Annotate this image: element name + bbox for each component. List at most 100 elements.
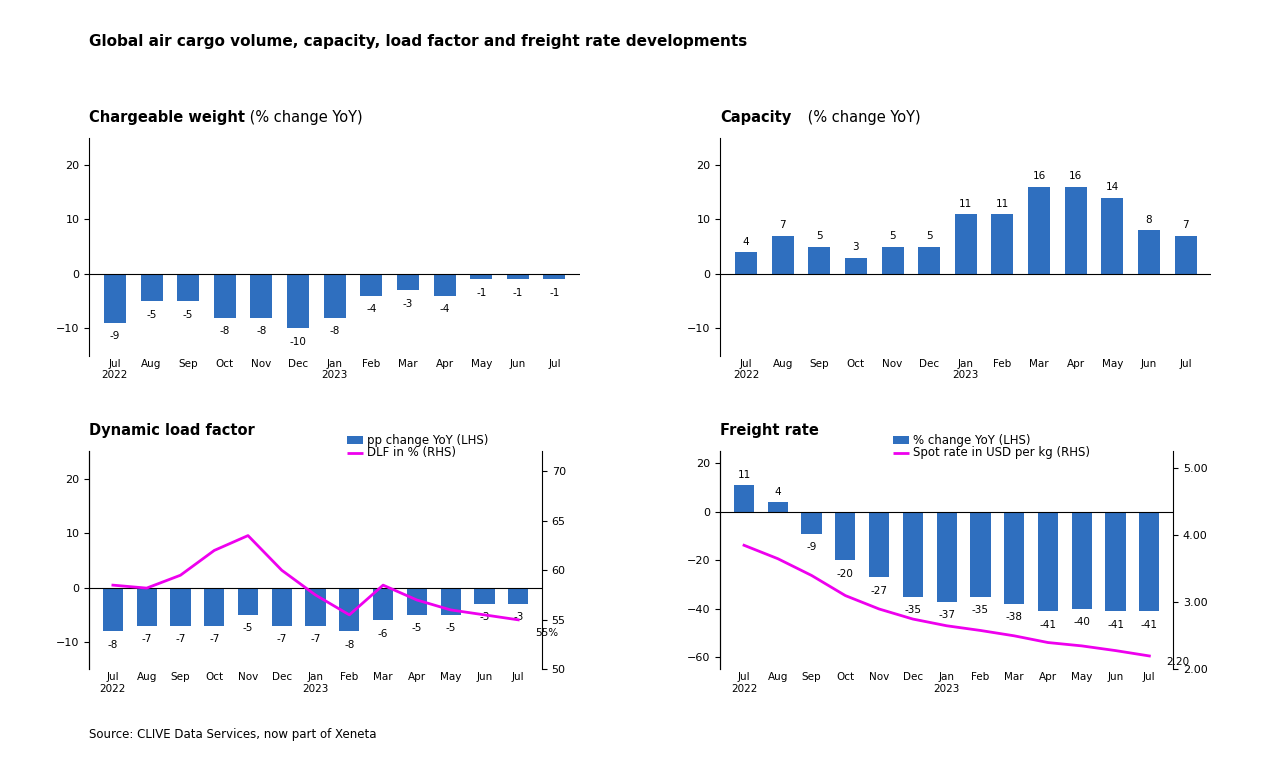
Text: Source: CLIVE Data Services, now part of Xeneta: Source: CLIVE Data Services, now part of… [89, 728, 376, 741]
Text: -4: -4 [366, 304, 376, 314]
Bar [136, 588, 157, 626]
Bar [870, 512, 889, 578]
Text: % change YoY (LHS): % change YoY (LHS) [913, 435, 1030, 447]
Text: -5: -5 [184, 310, 194, 320]
Bar [1005, 512, 1024, 604]
Text: -3: -3 [403, 298, 413, 308]
Bar [103, 588, 122, 631]
Text: 4: 4 [774, 487, 782, 496]
Text: -9: -9 [110, 331, 120, 341]
Bar [771, 236, 793, 274]
Text: 7: 7 [779, 220, 785, 230]
Bar [835, 512, 856, 560]
Bar [204, 588, 224, 626]
Bar [306, 588, 325, 626]
Text: -5: -5 [147, 310, 157, 320]
Text: 3: 3 [853, 243, 859, 252]
Bar [1140, 512, 1159, 611]
Text: -41: -41 [1039, 620, 1057, 630]
Bar [955, 214, 977, 274]
Bar [734, 252, 757, 274]
Text: -41: -41 [1141, 620, 1158, 630]
Text: Spot rate in USD per kg (RHS): Spot rate in USD per kg (RHS) [913, 447, 1090, 459]
Bar [171, 588, 190, 626]
Text: -8: -8 [107, 640, 119, 649]
Text: (% change YoY): (% change YoY) [245, 110, 362, 125]
Text: -38: -38 [1006, 612, 1023, 622]
Text: Dynamic load factor: Dynamic load factor [89, 422, 255, 438]
Text: 2.20: 2.20 [1167, 657, 1190, 667]
Bar [768, 503, 788, 512]
Text: 11: 11 [959, 199, 973, 209]
Text: -5: -5 [445, 623, 456, 633]
Text: -10: -10 [289, 337, 306, 347]
Bar [918, 246, 940, 274]
Text: -7: -7 [142, 634, 152, 644]
Bar [374, 588, 393, 620]
Text: 11: 11 [737, 470, 751, 480]
Text: pp change YoY (LHS): pp change YoY (LHS) [367, 435, 488, 447]
Text: -5: -5 [242, 623, 254, 633]
Text: -9: -9 [806, 542, 817, 552]
Bar [1038, 512, 1058, 611]
Text: -41: -41 [1107, 620, 1125, 630]
Text: -3: -3 [513, 612, 524, 622]
Text: 5: 5 [816, 231, 822, 241]
Bar [802, 512, 821, 534]
Bar [1139, 230, 1160, 274]
Bar [937, 512, 956, 601]
Bar [970, 512, 991, 597]
Text: 55%: 55% [536, 628, 558, 638]
Text: 5: 5 [926, 231, 932, 241]
Bar [808, 246, 830, 274]
Bar [434, 274, 455, 296]
Text: 7: 7 [1182, 220, 1188, 230]
Bar [1102, 197, 1123, 274]
Bar [992, 214, 1014, 274]
Bar [1105, 512, 1126, 611]
Bar [1065, 187, 1086, 274]
Text: -27: -27 [871, 585, 887, 596]
Bar [103, 274, 126, 323]
Bar [324, 274, 346, 317]
Bar [238, 588, 258, 615]
Bar [903, 512, 923, 597]
Bar [470, 274, 492, 279]
Text: -8: -8 [344, 640, 354, 649]
Text: -7: -7 [209, 634, 219, 644]
Bar [272, 588, 292, 626]
Bar [734, 485, 754, 512]
Bar [543, 274, 566, 279]
Text: -3: -3 [479, 612, 490, 622]
Text: -37: -37 [938, 610, 955, 620]
Bar [1072, 512, 1091, 609]
Bar [407, 588, 427, 615]
Bar [214, 274, 236, 317]
Bar [287, 274, 309, 328]
Text: Global air cargo volume, capacity, load factor and freight rate developments: Global air cargo volume, capacity, load … [89, 34, 747, 50]
Text: DLF in % (RHS): DLF in % (RHS) [367, 447, 456, 459]
Text: -40: -40 [1074, 617, 1090, 627]
Bar [339, 588, 360, 631]
Bar [441, 588, 460, 615]
Text: Capacity: Capacity [720, 110, 792, 125]
Text: 16: 16 [1068, 171, 1082, 181]
Bar [250, 274, 273, 317]
Text: -35: -35 [972, 605, 989, 615]
Text: 14: 14 [1105, 182, 1119, 192]
Bar [361, 274, 382, 296]
Text: -4: -4 [440, 304, 450, 314]
Text: -35: -35 [904, 605, 922, 615]
Text: -1: -1 [550, 288, 560, 298]
Bar [1028, 187, 1051, 274]
Text: -8: -8 [219, 326, 230, 336]
Text: 4: 4 [743, 236, 750, 246]
Bar [474, 588, 495, 604]
Text: -7: -7 [310, 634, 321, 644]
Text: 16: 16 [1033, 171, 1045, 181]
Text: -1: -1 [513, 288, 523, 298]
Bar [177, 274, 199, 301]
Text: -8: -8 [329, 326, 340, 336]
Text: 5: 5 [889, 231, 896, 241]
Bar [140, 274, 162, 301]
